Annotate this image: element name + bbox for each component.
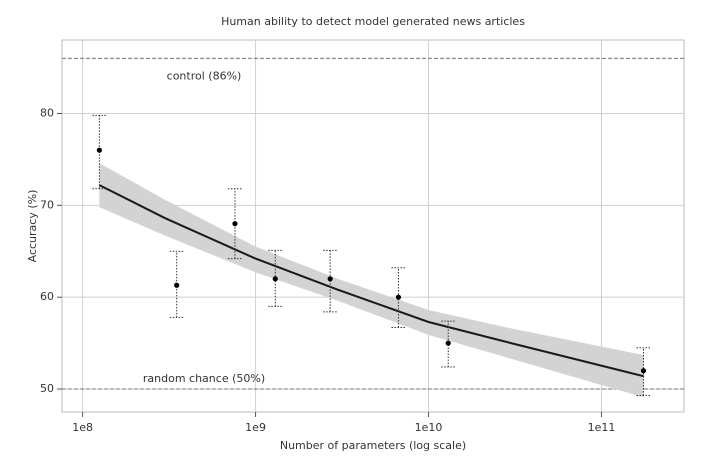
data-point	[640, 368, 647, 374]
data-point	[327, 276, 333, 282]
reference-label: random chance (50%)	[143, 372, 265, 385]
y-tick-label: 80	[40, 106, 54, 119]
y-tick-label: 70	[40, 198, 54, 211]
x-tick-label: 1e11	[588, 421, 616, 434]
data-point	[445, 340, 451, 346]
x-tick-label: 1e10	[415, 421, 443, 434]
y-tick-label: 60	[40, 290, 54, 303]
y-tick-label: 50	[40, 382, 54, 395]
data-point	[174, 282, 180, 288]
data-point	[232, 221, 238, 227]
confidence-band	[99, 163, 644, 398]
data-point	[395, 294, 402, 300]
fit-line	[98, 184, 644, 378]
y-axis-label: Accuracy (%)	[26, 190, 39, 263]
error-bar	[391, 267, 406, 328]
x-axis-label: Number of parameters (log scale)	[280, 439, 466, 452]
error-bar	[636, 347, 651, 396]
reference-label: control (86%)	[167, 69, 242, 82]
x-tick-label: 1e9	[245, 421, 266, 434]
data-point	[96, 147, 102, 153]
chart-title: Human ability to detect model generated …	[221, 15, 525, 28]
x-tick-label: 1e8	[72, 421, 93, 434]
error-bar	[441, 320, 456, 368]
error-bar	[227, 188, 242, 260]
data-point	[272, 276, 278, 282]
